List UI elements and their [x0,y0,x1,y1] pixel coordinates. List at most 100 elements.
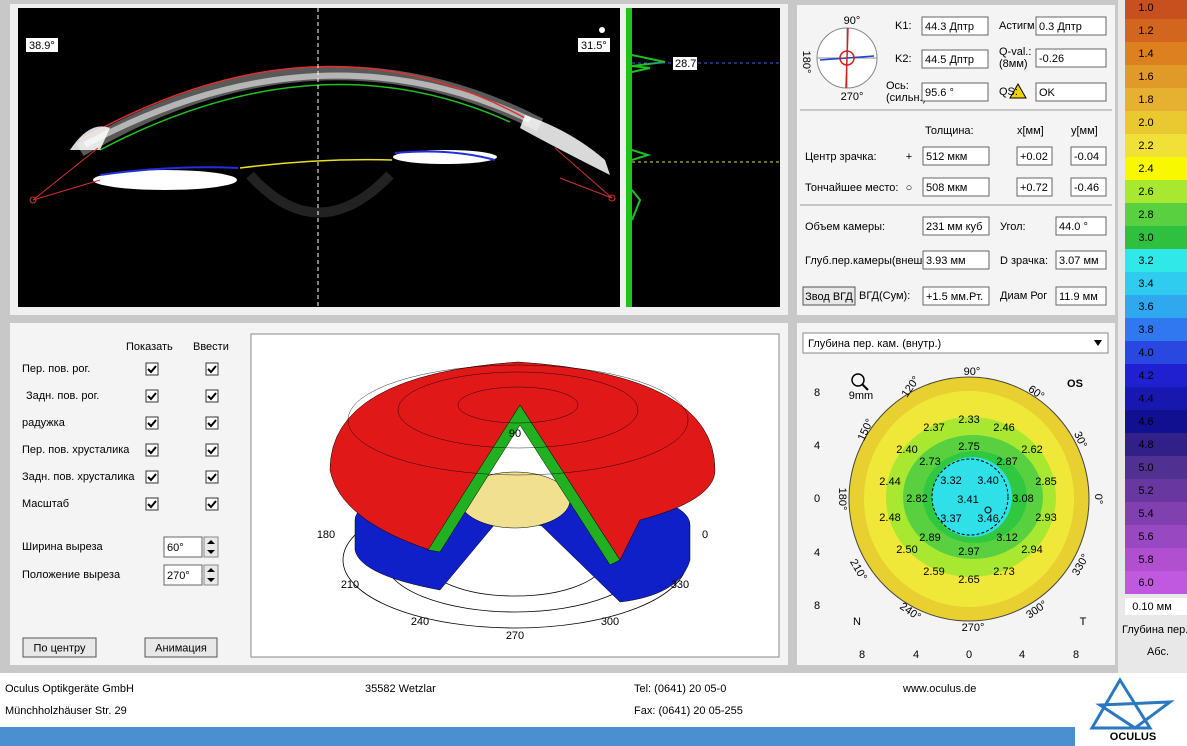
checkbox[interactable] [205,389,219,403]
scale-label: 2.4 [1138,163,1153,175]
eye-label: OS [1067,378,1083,390]
button[interactable] [22,637,97,658]
checkbox[interactable] [205,470,219,484]
scheimpflug-image [18,8,620,307]
footer-text: Oculus Optikgeräte GmbH [5,683,134,695]
spin-arrow [207,568,215,582]
value-box [922,177,990,197]
checkbox[interactable] [145,416,159,430]
label: Центр зрачка: [805,151,877,163]
histogram [626,8,780,307]
spin-button[interactable] [203,536,219,558]
button-label: Анимация [155,642,207,654]
checkbox[interactable] [145,389,159,403]
scale-label: 3.6 [1138,301,1153,313]
sclera-right [520,115,610,175]
scale-band [1125,19,1187,42]
dropdown-label: Глубина пер. кам. (внутр.) [808,338,941,350]
map-value: 2.93 [1035,512,1056,524]
checkbox[interactable] [205,416,219,430]
histogram-profile [631,54,666,221]
checkmark [207,419,217,428]
spin-button[interactable] [203,564,219,586]
value: +0.02 [1020,151,1048,163]
spin-box [163,536,203,558]
x-tick-label: 4 [1019,649,1025,661]
map-value: 2.33 [958,414,979,426]
button[interactable] [802,286,856,306]
map-value: 2.48 [879,512,900,524]
map-value: 3.08 [1012,493,1033,505]
histogram-base [626,8,632,307]
angle-line [554,147,613,199]
compass-label: 90° [844,15,861,27]
scale-label: 3.0 [1138,232,1153,244]
value-box [1070,177,1107,197]
map-value: 2.97 [958,546,979,558]
symbol: + [906,151,912,163]
iris-left [93,170,237,190]
checkbox[interactable] [145,470,159,484]
scale-band [1125,433,1187,456]
checkbox[interactable] [145,362,159,376]
polar-label: 90 [509,428,521,440]
angle-point [608,194,616,202]
value-box [1035,48,1107,68]
scale-label: 1.0 [1138,2,1153,14]
value: 270° [167,570,190,582]
label: Положение выреза [22,569,121,581]
checkbox[interactable] [145,497,159,511]
value-box [922,286,990,306]
scale-band [1125,111,1187,134]
mesh [347,364,689,476]
label: QS: [999,86,1018,98]
value: -0.04 [1074,151,1099,163]
value: +1.5 мм.Рт. [926,291,983,303]
marker-box [673,57,697,70]
scale-band [1125,387,1187,410]
value: -0.26 [1039,53,1064,65]
button[interactable] [144,637,218,658]
checkbox[interactable] [145,443,159,457]
column-header: x[мм] [1017,125,1044,137]
angle-label: 0° [1092,494,1104,505]
map-value: 2.94 [1021,544,1042,556]
label: Тончайшее место: [805,182,898,194]
value-box [1055,286,1107,306]
angle-line [32,179,101,201]
map-value: 3.32 [940,475,961,487]
checkbox[interactable] [205,443,219,457]
map-value: 2.73 [993,566,1014,578]
checkbox[interactable] [205,362,219,376]
value: 231 мм куб [926,221,982,233]
zoom-icon[interactable] [851,373,865,387]
label: Астигм [999,20,1035,32]
cornea-band [83,72,532,148]
checkbox[interactable] [205,497,219,511]
nasal-label: N [853,616,861,628]
checkmark [207,446,217,455]
button-label: Звод ВГД [805,291,853,303]
zoom-icon [861,383,869,391]
button-label: По центру [34,642,86,654]
thinnest-marker [984,506,992,514]
scale-band [1125,42,1187,65]
symbol: ○ [906,182,913,194]
cornea-section [427,404,621,566]
scale-band [1125,548,1187,571]
value: -0.46 [1074,182,1099,194]
label: Угол: [1000,221,1026,233]
cornea-surface [329,361,716,561]
value-box [1016,146,1053,166]
map-value: 2.65 [958,574,979,586]
scale-step: 0.10 мм [1132,601,1172,613]
warning-icon [1009,82,1027,99]
hist-tick: 20 [651,10,663,22]
iris-edge [394,150,496,161]
footer-text: Tel: (0641) 20 05-0 [634,683,726,695]
map-value: 2.44 [879,476,900,488]
dropdown[interactable] [802,332,1109,354]
y-tick-label: 8 [814,600,820,612]
map-value: 3.37 [940,513,961,525]
